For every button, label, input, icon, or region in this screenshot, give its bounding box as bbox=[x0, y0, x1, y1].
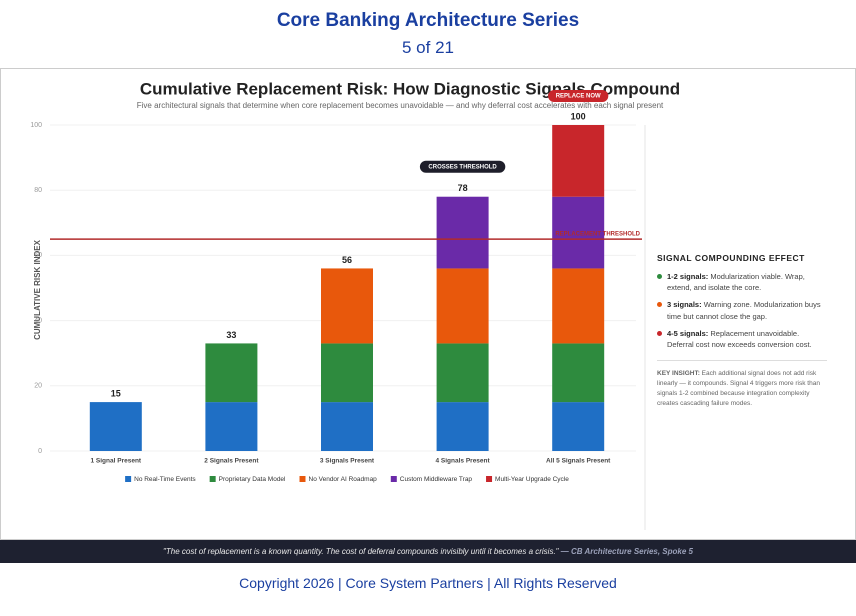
y-tick-label: 80 bbox=[34, 187, 42, 194]
annotation: REPLACE NOW bbox=[556, 94, 601, 100]
bar-segment bbox=[205, 402, 258, 451]
legend-swatch bbox=[125, 476, 132, 482]
panel-dot bbox=[657, 273, 662, 279]
bar-segment bbox=[436, 402, 489, 451]
bar-segment bbox=[552, 196, 605, 269]
y-tick-label: 100 bbox=[30, 122, 42, 129]
legend-label: No Vendor AI Roadmap bbox=[309, 476, 378, 483]
bar-segment bbox=[552, 268, 605, 344]
panel-item-lead: 4-5 signals: bbox=[667, 328, 709, 338]
panel-item-lead: 1-2 signals: bbox=[667, 271, 709, 281]
insight: KEY INSIGHT: Each additional signal does… bbox=[657, 360, 827, 408]
total-label: 100 bbox=[571, 111, 586, 121]
bar-segment bbox=[321, 343, 373, 403]
total-label: 15 bbox=[111, 388, 121, 398]
bar-segment bbox=[552, 343, 605, 403]
legend-swatch bbox=[299, 476, 306, 482]
y-tick-label: 40 bbox=[34, 317, 42, 324]
annotation-pill bbox=[419, 160, 506, 173]
quote-bar: "The cost of replacement is a known quan… bbox=[0, 540, 856, 563]
bar-segment bbox=[436, 268, 489, 344]
panel-item: 1-2 signals: Modularization viable. Wrap… bbox=[657, 271, 827, 294]
x-tick-label: 2 Signals Present bbox=[204, 458, 259, 465]
x-tick-label: 4 Signals Present bbox=[435, 458, 490, 465]
panel-item-lead: 3 signals: bbox=[667, 300, 702, 310]
bar-segment bbox=[205, 343, 258, 403]
insight-text: Each additional signal does not add risk… bbox=[657, 370, 820, 407]
panel-items: 1-2 signals: Modularization viable. Wrap… bbox=[657, 271, 827, 351]
copyright: Copyright 2026 | Core System Partners | … bbox=[239, 575, 617, 591]
bar-segment bbox=[552, 402, 605, 451]
panel-dot bbox=[657, 330, 662, 336]
y-axis-label: CUMULATIVE RISK INDEX bbox=[33, 239, 42, 340]
legend-label: Proprietary Data Model bbox=[219, 476, 286, 483]
x-tick-label: All 5 Signals Present bbox=[546, 458, 611, 465]
legend-swatch bbox=[486, 476, 493, 482]
bar-segment bbox=[321, 402, 373, 451]
insight-lead: KEY INSIGHT: bbox=[657, 370, 700, 378]
chart: Cumulative Replacement Risk: How Diagnos… bbox=[30, 79, 680, 530]
bar-segment bbox=[89, 402, 142, 451]
panel-item: 4-5 signals: Replacement unavoidable. De… bbox=[657, 328, 827, 351]
legend: No Real-Time Events Proprietary Data Mode… bbox=[125, 476, 569, 483]
legend-label: Custom Middleware Trap bbox=[400, 476, 473, 483]
total-label: 78 bbox=[458, 183, 468, 193]
legend-label: No Real-Time Events bbox=[134, 476, 196, 483]
panel-item-text: Warning zone. Modularization buys time b… bbox=[667, 300, 821, 321]
bar-segment bbox=[436, 196, 489, 269]
panel-item: 3 signals: Warning zone. Modularization … bbox=[657, 299, 827, 322]
bar-segment bbox=[552, 125, 605, 197]
legend-swatch bbox=[390, 476, 397, 482]
chart-subtitle: Five architectural signals that determin… bbox=[137, 101, 664, 110]
attribution: — CB Architecture Series, Spoke 5 bbox=[560, 547, 693, 556]
series-title: Core Banking Architecture Series bbox=[276, 10, 580, 31]
total-label: 33 bbox=[226, 330, 236, 340]
chart-title: Cumulative Replacement Risk: How Diagnos… bbox=[140, 79, 680, 98]
threshold-label: REPLACEMENT THRESHOLD bbox=[555, 232, 640, 238]
legend-label: Multi-Year Upgrade Cycle bbox=[495, 476, 569, 483]
quote: "The cost of replacement is a known quan… bbox=[163, 547, 559, 556]
y-tick-label: 0 bbox=[38, 448, 42, 455]
total-label: 56 bbox=[342, 255, 352, 265]
legend-swatch bbox=[209, 476, 216, 482]
y-tick-label: 60 bbox=[34, 252, 42, 259]
page-number: 5 of 21 bbox=[402, 38, 454, 57]
panel-item-text: Modularization viable. Wrap, extend, and… bbox=[667, 271, 805, 292]
x-tick-label: 3 Signals Present bbox=[320, 458, 375, 465]
bar-segment bbox=[436, 343, 489, 403]
annotation-pill bbox=[548, 90, 609, 102]
panel-title: SIGNAL COMPOUNDING EFFECT bbox=[657, 253, 805, 263]
x-tick-label: 1 Signal Present bbox=[91, 458, 142, 465]
y-tick-label: 20 bbox=[34, 383, 42, 390]
panel-item-text: Replacement unavoidable. Deferral cost n… bbox=[667, 328, 812, 349]
side-panel: SIGNAL COMPOUNDING EFFECT 1-2 signals: M… bbox=[657, 252, 827, 408]
annotation: CROSSES THRESHOLD bbox=[428, 164, 497, 170]
slide-frame bbox=[0, 68, 856, 540]
bar-segment bbox=[321, 268, 373, 344]
panel-dot bbox=[657, 302, 662, 308]
